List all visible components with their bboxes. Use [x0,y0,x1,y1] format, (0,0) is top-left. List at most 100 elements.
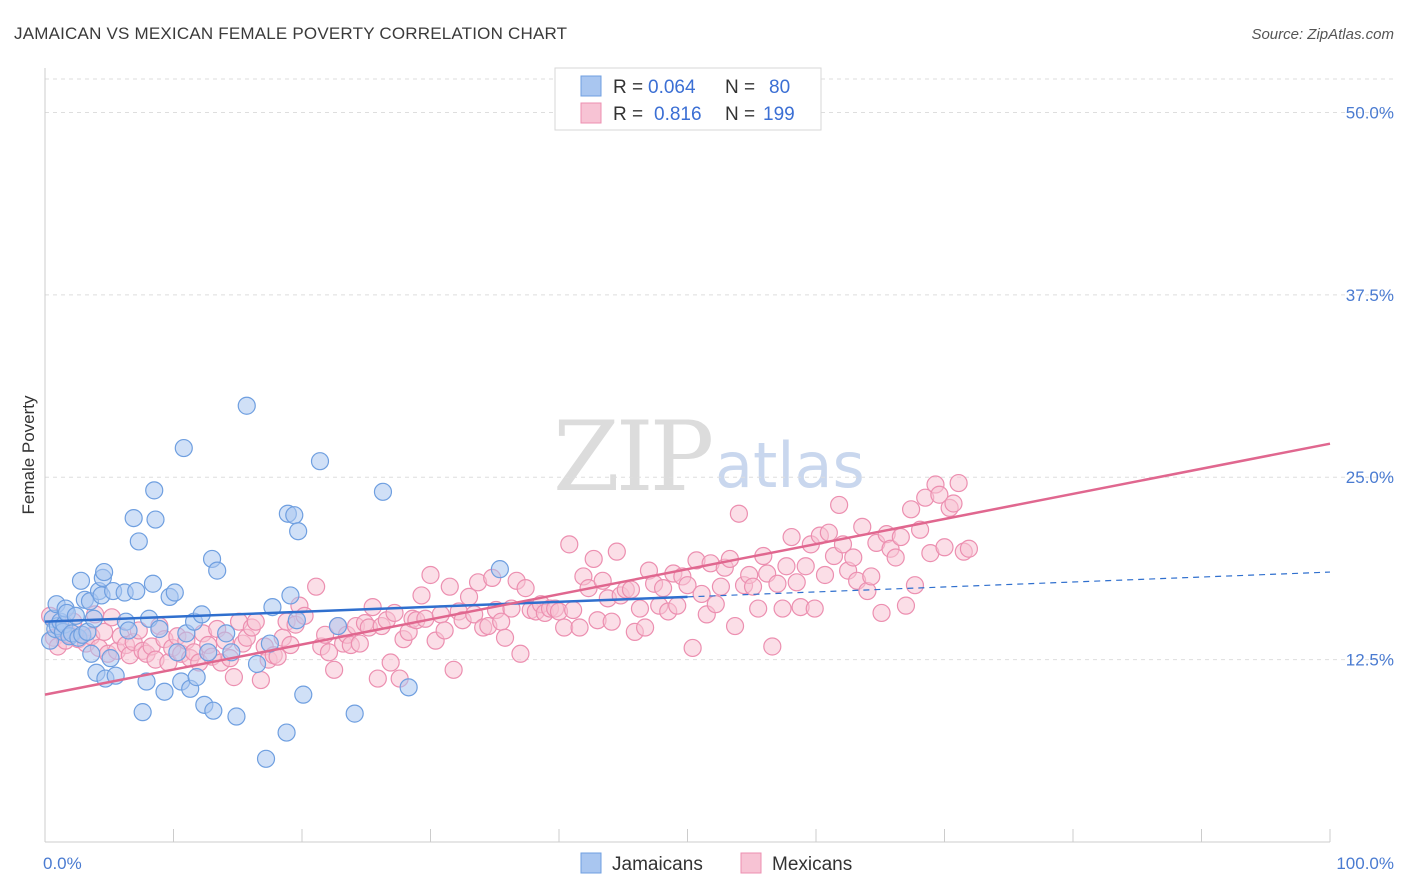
legend-r-label-1: R = [613,77,643,98]
watermark-atlas: atlas [715,429,865,502]
mexican-point [412,586,431,605]
x-tick-label-max: 100.0% [1336,854,1394,873]
mexican-point [815,565,835,585]
mexican-point [246,612,265,631]
trend-line-mexicans [44,442,1331,696]
mexican-point [495,628,515,647]
mexican-point [668,596,687,615]
mexican-point [830,495,849,515]
jamaican-point [263,597,282,617]
watermark: ZIP atlas [553,401,865,513]
mexican-point [805,599,824,618]
mexican-point [706,595,725,614]
mexican-point [584,549,603,569]
legend: R = 0.064 N = 80 R = 0.816 N = 199 [554,67,822,131]
mexican-point [602,612,621,631]
x-tick-label-min: 0.0% [43,854,82,873]
mexican-point [570,618,589,637]
jamaican-point [165,583,184,602]
mexican-point [692,584,711,604]
mexican-point [872,603,891,623]
bottom-legend-jamaicans: Jamaicans [612,854,703,875]
y-tick-label: 50.0% [1346,103,1394,122]
jamaican-point [208,561,227,580]
chart-title: JAMAICAN VS MEXICAN FEMALE POVERTY CORRE… [14,24,567,43]
bottom-legend-swatch-jamaicans [580,852,602,874]
mexican-point [630,599,650,618]
mexican-point [683,638,702,658]
jamaican-point [145,481,164,500]
mexican-point [819,523,838,542]
mexican-point [224,668,243,687]
mexican-point [325,660,344,679]
jamaican-point [168,643,187,662]
mexican-point [363,597,382,617]
y-axis-label: Female Poverty [19,395,38,515]
jamaican-point [289,522,308,541]
jamaican-point [137,672,156,691]
jamaican-point [227,707,246,726]
legend-r-value-1: 0.064 [648,77,696,98]
mexican-point [901,500,921,519]
jamaican-point [143,574,163,593]
y-tick-label: 25.0% [1346,468,1394,487]
mexican-point [796,557,815,576]
jamaican-point [129,532,148,551]
mexican-point [444,660,463,679]
jamaican-point [281,586,300,605]
jamaican-point [237,396,256,415]
jamaican-point [373,482,393,501]
jamaican-point [277,723,296,742]
jamaican-point [124,508,143,528]
jamaican-point [285,506,304,525]
y-tick-label: 37.5% [1346,286,1394,305]
mexican-point [768,574,787,593]
mexican-point [935,538,954,557]
mexican-point [743,577,763,596]
mexican-point [653,579,673,598]
mexican-point [678,576,697,595]
legend-swatch-jamaicans [580,75,602,97]
mexican-point [891,527,910,547]
jamaican-point [187,668,206,687]
mexican-point [949,473,968,493]
bottom-legend: Jamaicans Mexicans [580,852,852,875]
watermark-zip: ZIP [553,401,712,513]
mexican-point [749,599,768,618]
jamaican-point [174,438,193,458]
mexican-point [635,618,655,637]
jamaican-point [150,619,169,639]
jamaican-point [256,749,276,768]
jamaican-point [119,621,138,640]
mexican-point [350,634,369,653]
legend-swatch-mexicans [580,102,602,124]
mexican-point [251,670,270,690]
mexican-point [773,599,792,618]
trend-line-jamaicans [44,595,688,623]
mexican-point [782,527,801,547]
legend-r-label-2: R = [613,104,643,125]
mexican-point [896,596,916,615]
x-axis-ticks [173,829,1331,842]
mexican-point [711,577,731,596]
mexican-point [435,621,454,640]
mexican-point [560,535,579,554]
mexican-point [431,605,450,624]
y-tick-labels: 12.5% 25.0% 37.5% 50.0% [1346,103,1394,669]
jamaican-point [247,654,267,674]
jamaican-point [82,644,101,663]
mexican-point [930,485,949,504]
mexican-point [516,579,535,598]
mexican-point [368,669,387,688]
mexican-point [607,542,626,561]
mexican-point [862,567,881,586]
mexican-point [844,548,863,567]
mexican-point [621,580,641,599]
jamaican-point [199,643,218,662]
mexican-point [905,576,925,595]
mexican-point [511,644,530,663]
bottom-legend-swatch-mexicans [740,852,762,874]
bottom-legend-mexicans: Mexicans [772,854,852,875]
jamaican-point [217,624,236,643]
legend-n-value-1: 80 [769,77,790,98]
